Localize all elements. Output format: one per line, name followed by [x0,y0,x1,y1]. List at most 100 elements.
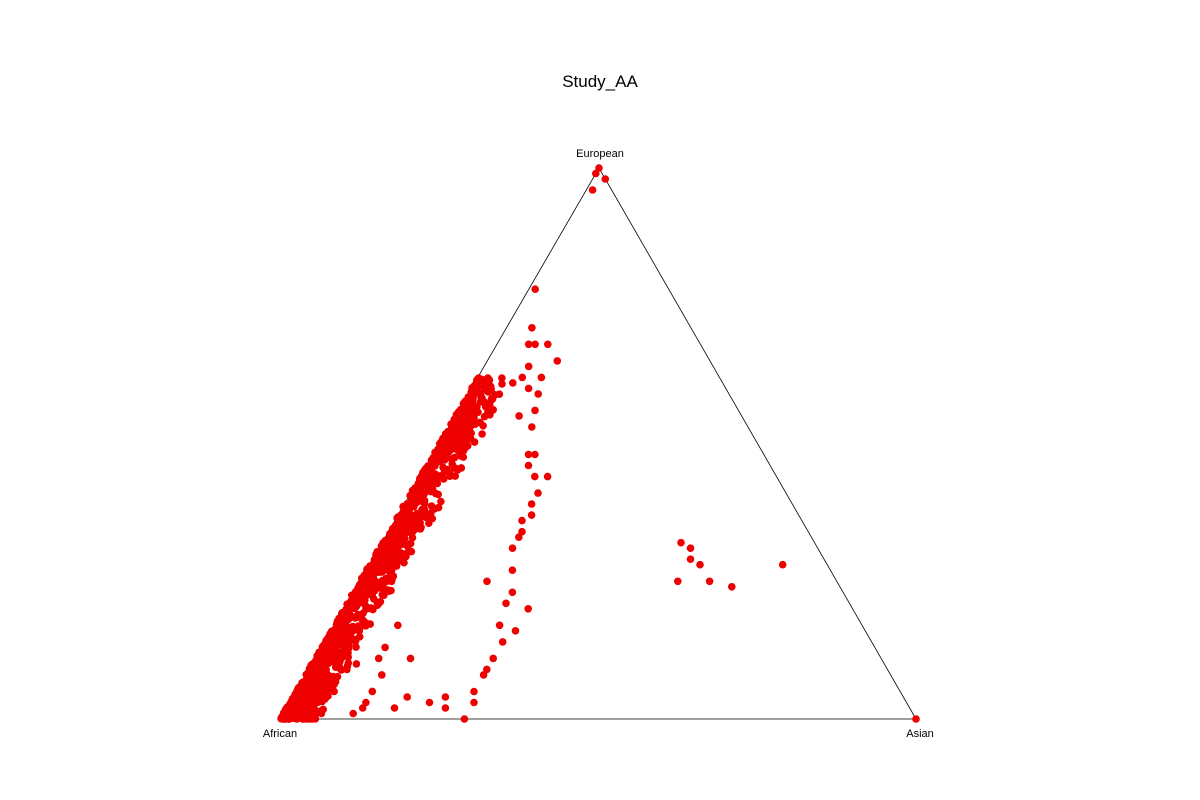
data-point [531,285,539,294]
data-point [406,528,415,537]
data-point [344,637,353,645]
data-point [457,464,466,472]
data-point [449,420,458,429]
data-point [368,591,377,599]
data-point [373,601,382,609]
data-point [396,531,405,540]
data-point [484,374,492,382]
data-point [470,698,478,707]
data-point [471,385,480,394]
chart-title: Study_AA [562,72,638,91]
data-point [358,704,367,712]
data-point [347,599,355,608]
data-point [330,687,338,696]
data-point [301,697,310,706]
data-point [368,687,377,696]
data-point [458,435,467,444]
data-point [511,627,520,635]
vertex-label-right: Asian [906,728,934,740]
data-point [397,511,405,519]
data-point [495,621,504,630]
data-point [378,591,387,599]
data-point [387,577,396,586]
data-point [404,503,413,512]
data-point [528,423,536,431]
data-point [352,643,360,651]
vertex-label-left: African [263,728,297,740]
data-point [595,164,603,172]
data-point [480,380,489,388]
data-point [346,631,355,640]
data-point [317,709,326,718]
data-point [527,511,536,519]
ternary-frame [279,167,917,720]
data-point [344,606,353,615]
data-point [543,472,552,481]
data-point [487,394,496,403]
data-point [674,577,682,586]
data-point [365,569,374,577]
data-point [524,384,533,393]
data-point [515,412,523,420]
data-point [459,411,467,419]
data-point [445,447,453,455]
data-point [531,450,539,459]
data-point [381,643,389,652]
data-point [325,638,333,647]
data-point [461,404,469,412]
data-point [601,175,610,183]
data-point [325,657,334,665]
data-point [441,704,450,712]
vertex-label-top: European [576,148,624,160]
data-point [403,519,412,527]
data-point [354,624,363,633]
data-point [416,497,425,505]
data-point [459,443,467,452]
data-point [417,472,426,481]
data-point [417,478,426,487]
data-point [445,441,454,449]
data-point [286,703,295,711]
data-point [448,427,456,436]
data-point [435,439,444,448]
data-point [592,169,600,178]
data-point [316,657,325,666]
data-point [478,430,486,438]
data-point [518,373,527,382]
data-point [728,583,736,591]
data-point [387,529,396,537]
data-point [524,450,533,459]
data-point [284,711,292,720]
data-point [369,560,378,569]
data-point [321,683,330,691]
data-point [686,544,695,552]
data-point [470,687,478,696]
data-point [416,525,425,533]
data-point [468,394,476,403]
data-point [508,544,517,552]
data-point [518,516,526,525]
data-point [518,527,526,536]
data-point [343,665,351,674]
data-point [489,654,498,663]
data-point [443,465,452,474]
data-point [376,565,384,574]
data-point [394,621,402,630]
data-point [470,438,479,446]
data-point [467,415,475,423]
data-point [378,671,386,679]
data-point [372,550,380,559]
data-point [322,692,331,701]
data-point [425,698,434,707]
data-point [508,566,517,574]
data-point [531,406,539,415]
data-point [437,497,445,506]
data-point [495,390,504,399]
data-point [368,582,377,590]
data-point [553,357,562,365]
data-point [308,715,316,723]
data-point [588,186,597,194]
data-point [293,702,302,711]
data-point [314,696,322,705]
